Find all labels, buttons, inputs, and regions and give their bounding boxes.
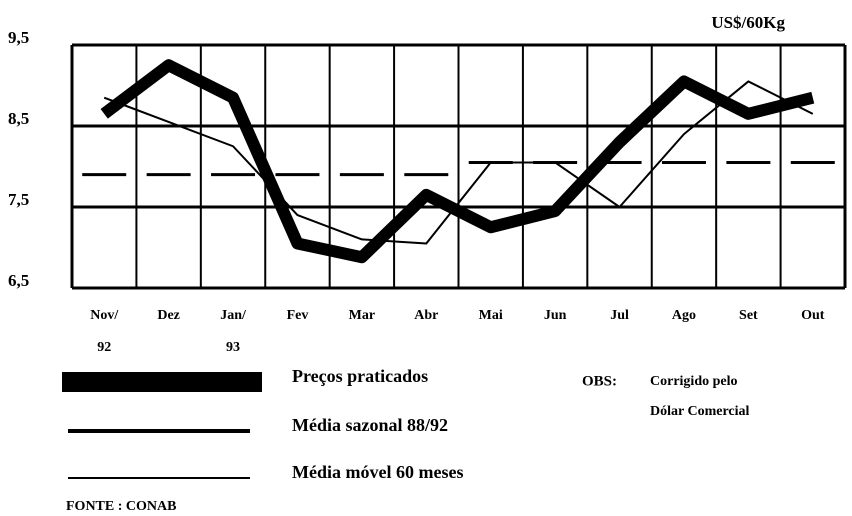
- x-tick-label: Dez: [157, 308, 180, 323]
- y-tick-label: 8,5: [8, 109, 29, 128]
- unit-label: US$/60Kg: [711, 13, 785, 32]
- legend-label: Média móvel 60 meses: [292, 462, 463, 482]
- x-tick-label: Mai: [479, 308, 503, 323]
- source: FONTE : CONAB: [66, 499, 176, 514]
- y-tick-label: 9,5: [8, 28, 29, 47]
- x-tick-label: Mar: [349, 308, 375, 323]
- legend-label: Preços praticados: [292, 366, 428, 386]
- y-tick-label: 6,5: [8, 271, 29, 290]
- legend-label: Média sazonal 88/92: [292, 415, 448, 435]
- note-line: Dólar Comercial: [650, 404, 750, 419]
- note-title: OBS:: [582, 373, 617, 389]
- x-tick-label: Abr: [414, 308, 438, 323]
- note-line: Corrigido pelo: [650, 374, 738, 389]
- series-line: [103, 80, 814, 245]
- x-tick-label: Nov/92: [90, 308, 119, 355]
- x-tick-label: Jul: [610, 308, 629, 323]
- x-tick-label: Jan/93: [220, 308, 247, 355]
- x-tick-label: Ago: [672, 308, 696, 323]
- x-tick-label: Jun: [544, 308, 567, 323]
- x-tick-label: Set: [739, 308, 758, 323]
- x-tick-label: Out: [801, 308, 825, 323]
- series-line: [100, 59, 815, 264]
- x-tick-label: Fev: [287, 308, 309, 323]
- y-tick-label: 7,5: [8, 190, 29, 209]
